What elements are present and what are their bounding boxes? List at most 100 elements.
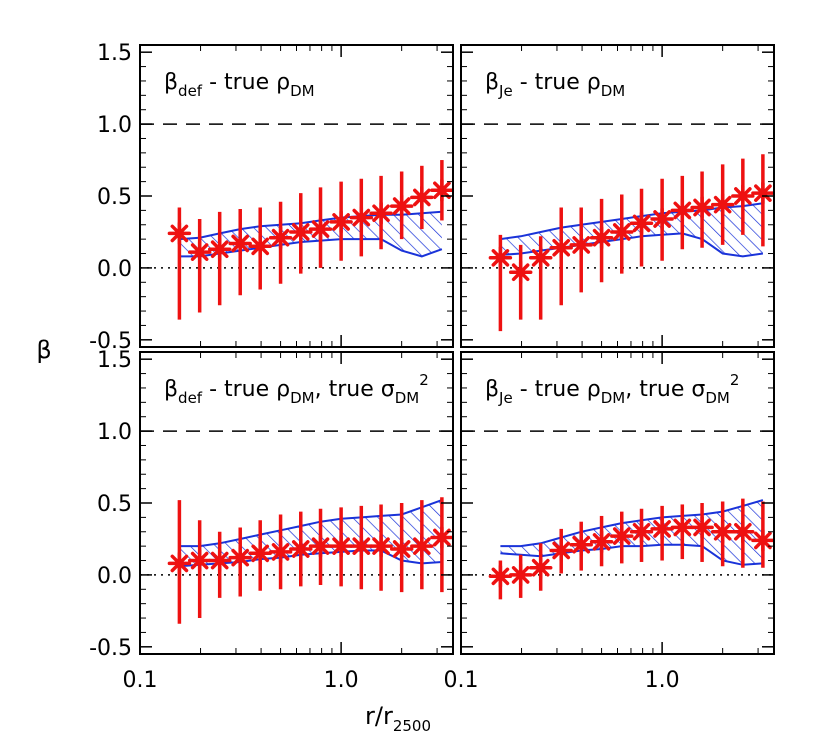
- panel-title-part: DM: [395, 389, 420, 407]
- data-point-marker: [508, 563, 533, 587]
- data-point-marker: [488, 564, 513, 589]
- data-point-marker: [629, 211, 654, 236]
- panel-title-part: , true σ: [625, 377, 705, 402]
- panel-top-right: βJe - true ρDM: [460, 44, 775, 348]
- data-point-marker: [410, 534, 434, 558]
- data-point-marker: [670, 515, 695, 540]
- x-tick-label: 0.1: [123, 668, 158, 693]
- band-lower-line: [500, 232, 764, 258]
- y-tick-label: 0.0: [97, 257, 132, 282]
- y-tick-label: -0.5: [89, 636, 132, 661]
- data-point-marker: [731, 184, 755, 208]
- panel-title-part: DM: [601, 82, 626, 100]
- data-point-marker: [187, 240, 212, 264]
- data-point-marker: [369, 534, 393, 558]
- data-point-marker: [248, 541, 272, 566]
- panel-title-part: - true ρ: [202, 377, 290, 402]
- x-tick-label: 1.0: [324, 668, 359, 693]
- data-point-marker: [289, 537, 313, 561]
- data-point-marker: [430, 525, 454, 550]
- data-point-marker: [167, 221, 192, 246]
- data-point-marker: [528, 246, 553, 270]
- data-point-marker: [690, 515, 714, 540]
- panel-title-part: DM: [290, 82, 315, 100]
- y-tick-label: -0.5: [89, 329, 132, 354]
- data-point-marker: [308, 217, 333, 241]
- data-point-marker: [610, 220, 634, 244]
- panel-title-part: , true σ: [315, 377, 395, 402]
- panel-title-part: Je: [498, 82, 513, 100]
- data-point-marker: [629, 520, 654, 544]
- data-point-marker: [549, 236, 573, 260]
- data-point-marker: [670, 198, 695, 223]
- data-point-marker: [610, 524, 634, 548]
- panel-title-part: - true ρ: [513, 70, 601, 95]
- data-point-marker: [268, 225, 293, 250]
- data-point-marker: [329, 210, 353, 234]
- y-tick-label: 0.5: [97, 185, 132, 210]
- data-point-marker: [389, 537, 414, 561]
- panel-title-part: DM: [705, 389, 730, 407]
- data-point-marker: [207, 237, 232, 261]
- data-point-marker: [289, 220, 313, 244]
- panel-title: βJe - true ρDM, true σDM2: [485, 371, 739, 407]
- data-point-marker: [549, 538, 573, 563]
- data-point-marker: [589, 225, 614, 250]
- panel-title-part: β: [164, 377, 178, 402]
- panel-title-part: 2: [419, 371, 429, 389]
- y-tick-label: 0.5: [97, 492, 132, 517]
- data-point-marker: [187, 548, 212, 573]
- data-point-marker: [430, 178, 454, 202]
- panel-title-part: - true ρ: [513, 377, 601, 402]
- data-point-marker: [731, 520, 755, 544]
- y-tick-label: 1.5: [97, 41, 132, 66]
- x-axis-title-main: r/r: [365, 702, 393, 730]
- data-point-marker: [207, 548, 232, 573]
- data-point-marker: [369, 201, 393, 226]
- data-point-marker: [389, 194, 414, 218]
- data-point-marker: [248, 234, 272, 259]
- data-point-marker: [751, 528, 775, 553]
- data-point-marker: [751, 181, 775, 205]
- y-tick-label: 1.0: [97, 420, 132, 445]
- data-point-marker: [349, 534, 374, 558]
- data-point-marker: [349, 205, 374, 230]
- panel-title-part: β: [485, 70, 499, 95]
- x-tick-label: 1.0: [645, 668, 680, 693]
- band-upper-line: [500, 499, 764, 548]
- panel-title-part: - true ρ: [202, 70, 290, 95]
- data-point-marker: [650, 517, 674, 541]
- data-point-marker: [589, 530, 614, 554]
- y-tick-label: 1.5: [97, 348, 132, 373]
- panel-title-part: β: [164, 70, 178, 95]
- data-point-marker: [710, 192, 735, 217]
- panel-title-part: Je: [498, 389, 513, 407]
- data-point-marker: [528, 555, 553, 580]
- data-point-marker: [329, 534, 353, 558]
- data-point-marker: [650, 207, 674, 231]
- panel-top-left: -0.5 0.0 0.5 1.0 1.5 βdef - true ρDM: [89, 41, 454, 354]
- y-tick-label: 0.0: [97, 564, 132, 589]
- data-point-marker: [569, 233, 593, 257]
- y-tick-label: 1.0: [97, 113, 132, 138]
- panel-title: βdef - true ρDM: [164, 70, 315, 100]
- panel-title-part: def: [178, 82, 203, 100]
- y-axis-title: β: [36, 336, 51, 364]
- data-point-marker: [488, 246, 513, 270]
- data-point-marker: [690, 195, 714, 220]
- data-point-marker: [308, 534, 333, 558]
- data-point-marker: [228, 545, 252, 570]
- data-point-marker: [508, 260, 533, 284]
- panel-title-part: DM: [601, 389, 626, 407]
- panel-title-part: def: [178, 389, 203, 407]
- x-axis-title-subscript: 2500: [393, 717, 431, 735]
- band-lower-line: [500, 543, 763, 566]
- data-point-marker: [410, 185, 434, 210]
- panel-title: βJe - true ρDM: [485, 70, 625, 100]
- data-point-marker: [167, 551, 192, 576]
- panel-title: βdef - true ρDM, true σDM2: [164, 371, 429, 407]
- band-upper-line: [179, 210, 442, 241]
- panel-title-part: β: [485, 377, 499, 402]
